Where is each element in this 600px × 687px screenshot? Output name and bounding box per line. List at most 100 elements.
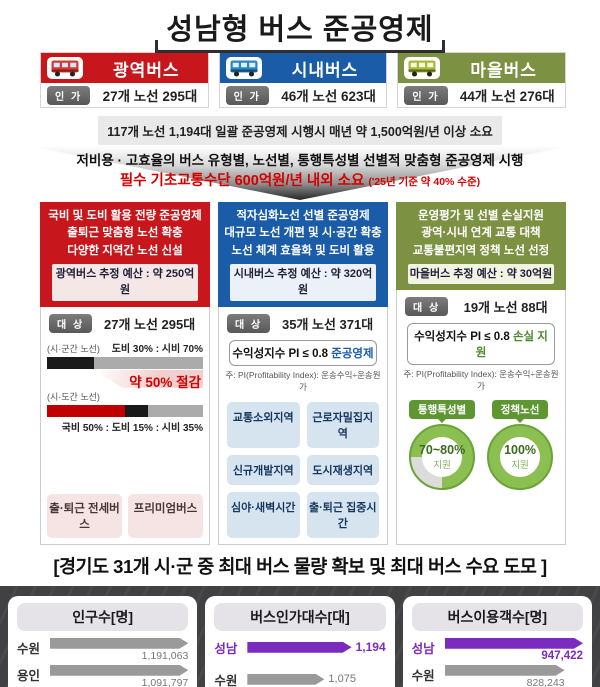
pi-criteria-highlight: 준공영제 <box>331 347 374 360</box>
funding-bar2-caption: 국비 50% : 도비 15% : 시비 35% <box>61 422 203 434</box>
row-label: 수원 <box>214 673 238 687</box>
license-badge: 인 가 <box>404 85 448 105</box>
route-tag-grid: 교통소외지역 근로자밀집지역 신규개발지역 도시재생지역 심야·새벽시간 출·퇴… <box>225 401 381 538</box>
target-row: 대 상 27개 노선 295대 <box>47 312 203 338</box>
route-tag: 심야·새벽시간 <box>227 491 300 538</box>
panel-header-line: 적자심화노선 선별 준공영제 <box>236 210 370 222</box>
chart-card-bus-riders: 버스이용객수[명] 성남 947,422 수원 828,243 <box>402 595 592 687</box>
budget-strip: 시내버스 추정 예산 : 약 320억원 <box>230 263 376 301</box>
donut-traffic-type: 통행특성별 70~80% 지원 <box>408 400 476 491</box>
panel-header-line: 다양한 지역간 노선 신설 <box>67 244 183 257</box>
funding-bar1-meta: (시·군간 노선) 도비 30% : 시비 70% <box>47 340 203 355</box>
pi-note: 주: PI(Profitability Index): 운송수익÷운송원가 <box>403 369 559 392</box>
panel-header: 운영평가 및 선별 손실지원 광역·시내 연계 교통 대책 교통불편지역 정책 … <box>396 202 566 291</box>
bar-segment-sibi <box>93 356 203 369</box>
row-value: 1,091,797 <box>141 676 189 687</box>
bus-card-header: 시내버스 <box>219 53 387 83</box>
title-underline-bracket <box>155 40 445 53</box>
license-badge: 인 가 <box>47 85 91 105</box>
panel-maeul: 운영평가 및 선별 손실지원 광역·시내 연계 교통 대책 교통불편지역 정책 … <box>396 202 566 545</box>
bus-card-header: 광역버스 <box>41 53 208 83</box>
bar-segment-dobi <box>47 356 94 369</box>
premium-bus-label: 프리미엄버스 <box>128 493 203 538</box>
row-bar-stack: 1,191,063 <box>50 638 189 662</box>
funnel-line2-text: 필수 기초교통수단 600억원/년 내외 소요 <box>119 173 365 189</box>
row-value: 1,191,063 <box>141 649 189 662</box>
funnel-line1: 저비용 · 고효율의 버스 유형별, 노선별, 통행특성별 선별적 맞춤형 준공… <box>76 153 524 168</box>
chart-row: 용인 1,091,797 <box>17 665 189 687</box>
target-row: 대 상 19개 노선 88대 <box>403 295 559 321</box>
green-bus-icon <box>404 57 441 79</box>
bus-type-row: 광역버스 인 가 27개 노선 295대 시내버스 인 가 46개 노선 623… <box>0 48 600 108</box>
row-bar-stack: 828,243 <box>445 665 565 687</box>
panel-header-line: 광역·시내 연계 교통 대책 <box>421 227 541 240</box>
budget-strip: 광역버스 추정 예산 : 약 250억원 <box>52 263 198 301</box>
bus-count: 27개 노선 295대 <box>102 89 198 104</box>
support-donut-row: 통행특성별 70~80% 지원 정책노선 100% <box>403 400 559 491</box>
panel-body: 대 상 27개 노선 295대 (시·군간 노선) 도비 30% : 시비 70… <box>40 306 210 545</box>
row-value: 828,243 <box>526 676 565 687</box>
funding-bar2-meta: (시·도간 노선) <box>47 390 203 403</box>
panel-header-line: 출퇴근 맞춤형 노선 확충 <box>67 227 183 240</box>
red-bus-icon <box>47 57 83 79</box>
chart-row: 수원 828,243 <box>412 665 583 687</box>
detail-panels: 국비 및 도비 활용 전량 준공영제 출퇴근 맞춤형 노선 확충 다양한 지역간… <box>0 200 600 545</box>
row-bar <box>50 638 188 649</box>
row-value: 947,422 <box>541 649 583 662</box>
funding-bar2 <box>47 404 203 417</box>
chart-title: 인구수[명] <box>17 602 189 631</box>
savings-callout: 약 50% 절감 <box>47 369 203 390</box>
pi-criteria-text: 수익성지수 PI ≤ 0.8 <box>414 331 510 344</box>
donut-label-pill: 통행특성별 <box>408 400 476 424</box>
summary-band: 117개 노선 1,194대 일괄 준공영제 시행시 매년 약 1,500억원/… <box>98 116 502 145</box>
budget-strip: 마을버스 추정 예산 : 약 30억원 <box>408 263 554 285</box>
row-label: 수원 <box>17 641 41 656</box>
funnel-line2-note: ('25년 기준 약 40% 수준) <box>368 176 481 188</box>
bus-card-header: 마을버스 <box>398 53 566 83</box>
panel-body: 대 상 19개 노선 88대 수익성지수 PI ≤ 0.8 손실 지원 주: P… <box>396 290 566 545</box>
panel-gwangyeok: 국비 및 도비 활용 전량 준공영제 출퇴근 맞춤형 노선 확충 다양한 지역간… <box>40 202 210 545</box>
bar-segment-dobi <box>125 404 149 417</box>
row-bar <box>50 665 188 676</box>
donut-value: 100% <box>504 442 537 457</box>
row-bar <box>445 665 565 676</box>
funnel-line2: 필수 기초교통수단 600억원/년 내외 소요 ('25년 기준 약 40% 수… <box>0 169 600 190</box>
chart-row-highlight: 성남 947,422 <box>412 638 583 662</box>
blue-bus-icon <box>225 57 262 79</box>
bus-card-sinae: 시내버스 인 가 46개 노선 623대 <box>218 52 388 108</box>
license-badge: 인 가 <box>225 85 269 105</box>
bus-type-name: 시내버스 <box>291 60 359 80</box>
chart-title: 버스이용객수[명] <box>411 602 583 631</box>
pi-criteria-box: 수익성지수 PI ≤ 0.8 준공영제 <box>229 339 377 366</box>
commuter-charter-bus-label: 출·퇴근 전세버스 <box>47 493 122 538</box>
donut-center: 100% 지원 <box>500 437 541 478</box>
bar-segment-gukbi <box>47 404 125 417</box>
target-row: 대 상 35개 노선 371대 <box>225 312 381 338</box>
pi-criteria-highlight: 손실 지원 <box>475 331 548 360</box>
row-bar-stack: 1,091,797 <box>50 665 189 687</box>
funnel-section: 저비용 · 고효율의 버스 유형별, 노선별, 통행특성별 선별적 맞춤형 준공… <box>0 146 600 200</box>
chart-row-highlight: 성남 1,194 <box>214 638 385 657</box>
funding-bar2-label: (시·도간 노선) <box>47 391 100 402</box>
donut-value: 70~80% <box>418 442 466 457</box>
row-bar-highlight <box>247 642 351 653</box>
banner-statement: [경기도 31개 시·군 중 최대 버스 물량 확보 및 최대 버스 수요 도모… <box>53 555 547 577</box>
donut-chart-70-80: 70~80% 지원 <box>409 424 476 491</box>
funding-bar1-caption: 도비 30% : 시비 70% <box>111 343 203 355</box>
panel-header: 국비 및 도비 활용 전량 준공영제 출퇴근 맞춤형 노선 확충 다양한 지역간… <box>40 202 210 307</box>
bus-service-pills: 출·퇴근 전세버스 프리미엄버스 <box>47 488 203 538</box>
chart-title: 버스인가대수[대] <box>214 602 386 631</box>
row-label: 수원 <box>411 668 435 683</box>
panel-sinae: 적자심화노선 선별 준공영제 대규모 노선 개편 및 시·공간 확충 노선 체계… <box>218 202 388 545</box>
chart-cards-row: 인구수[명] 수원 1,191,063 용인 1,091,797 <box>8 595 592 687</box>
chart-card-population: 인구수[명] 수원 1,191,063 용인 1,091,797 <box>8 595 198 687</box>
funding-bar1-label: (시·군간 노선) <box>47 343 100 354</box>
bus-count: 44개 노선 276대 <box>459 89 555 104</box>
target-badge: 대 상 <box>405 297 449 317</box>
route-tag: 도시재생지역 <box>306 454 379 485</box>
savings-wedge-shape <box>93 369 203 388</box>
row-label: 성남 <box>411 641 435 656</box>
page-title: 성남형 버스 준공영제 <box>166 14 434 46</box>
panel-header-line: 노선 체계 효율화 및 도비 활용 <box>231 244 375 257</box>
